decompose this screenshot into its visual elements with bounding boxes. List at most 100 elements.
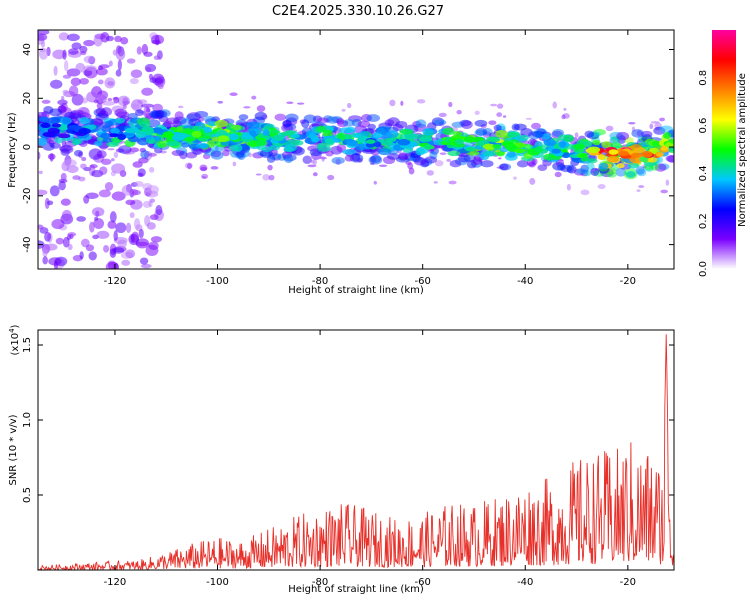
noise-blob [49,153,54,162]
ridge-blob [100,107,113,117]
noise-blob [67,232,77,237]
noise-blob [38,151,41,160]
ridge-blob [140,150,150,159]
ridge-blob [144,134,154,140]
scatter-blob [597,183,606,190]
noise-blob [158,83,164,90]
scatter-blob [107,148,115,151]
ridge-blob [506,131,520,138]
scatter-blob [665,179,670,186]
colorbar-ticks: 0.0 0.2 0.4 0.6 0.8 [698,70,709,277]
ridge-blob [110,127,120,135]
noise-blob [132,161,143,168]
scatter-blob [217,100,224,104]
scatter-blob [448,180,457,185]
ridge-blob [331,156,345,165]
scatter-blob [574,132,579,139]
y-tick-label: 20 [22,92,33,105]
noise-blob [98,189,111,198]
noise-blob [130,103,140,109]
ridge-blob [40,122,51,128]
scatter-blob [321,156,325,162]
ridge-blob [54,136,64,144]
ridge-blob [465,146,476,152]
scatter-blob [563,108,567,111]
ridge-blob [513,148,526,154]
noise-blob [38,224,44,230]
scatter-blob [122,100,130,105]
noise-blob [114,35,122,43]
noise-blob [63,159,77,168]
scatter-blob [38,170,43,175]
noise-blob [83,55,96,64]
y-tick-label: 40 [22,43,33,56]
ridge-blob [541,133,551,140]
ridge-blob [135,109,144,117]
noise-blob [149,198,156,203]
ridge-blob [399,128,414,135]
noise-blob [138,228,144,239]
noise-blob [141,87,154,96]
scatter-blob [255,173,262,176]
ridge-blob [419,136,433,142]
noise-blob [83,65,97,72]
noise-blob [62,74,72,79]
snr-y-label: SNR (10 * v/v) [8,414,19,485]
noise-blob [152,103,163,112]
ridge-blob [449,160,462,168]
snr-x-label: Height of straight line (km) [288,584,424,595]
ridge-blob [452,131,462,137]
scatter-blob [628,122,636,125]
ridge-blob [641,150,653,158]
ridge-blob [104,120,114,127]
scatter-blob [566,183,571,191]
noise-blob [70,77,81,87]
ridge-blob [398,152,409,160]
scatter-blob [61,95,65,101]
ridge-blob [153,136,162,141]
ridge-blob [357,120,371,128]
noise-blob [122,104,127,110]
spectrogram-x-label: Height of straight line (km) [288,285,424,296]
ridge-blob [203,116,216,123]
ridge-blob [284,130,296,135]
ridge-blob [583,140,593,148]
ridge-blob [514,142,526,149]
scatter-blob [41,99,51,104]
noise-blob [133,218,141,230]
y-tick-label: 1.5 [22,337,33,353]
noise-blob [149,214,159,221]
ridge-blob [316,142,326,149]
noise-blob [126,222,132,234]
noise-blob [46,200,54,206]
noise-blob [135,238,150,249]
ridge-blob [238,114,249,121]
ridge-blob [282,120,292,127]
y-tick-label: 0 [22,144,33,150]
ridge-blob [42,131,56,137]
ridge-blob [233,144,243,152]
noise-blob [136,46,142,55]
noise-blob [146,222,156,230]
noise-blob [58,32,69,41]
x-tick-label: -100 [206,577,229,588]
ridge-blob [551,148,561,154]
noise-blob [81,156,87,162]
noise-blob [86,91,98,103]
noise-blob [48,257,62,266]
ridge-blob [68,124,80,130]
scatter-blob [229,92,238,96]
scatter-blob [145,107,151,113]
scatter-blob [200,166,208,171]
ridge-blob [669,138,674,144]
noise-blob [117,59,122,71]
snr-y-ticks: 0.5 1.0 1.5 [22,337,674,503]
scatter-blob [107,97,113,102]
scatter-blob [496,103,504,109]
ridge-blob [316,125,327,133]
noise-blob [130,188,139,196]
ridge-blob [118,145,132,154]
noise-blob [137,172,144,177]
ridge-blob [587,146,601,154]
